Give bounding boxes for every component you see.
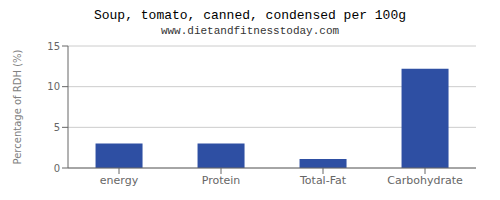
html-text:Soup, tomato, canned, condense: Soup, tomato, canned, condensed per 100g (94, 8, 406, 23)
svg-text:Protein: Protein (202, 174, 241, 187)
svg-text:Percentage of RDH (%): Percentage of RDH (%) (12, 49, 23, 164)
svg-text:energy: energy (100, 174, 139, 187)
svg-text:Total-Fat: Total-Fat (299, 174, 347, 187)
svg-text:Carbohydrate: Carbohydrate (387, 174, 463, 187)
svg-text:10: 10 (47, 81, 60, 92)
svg-text:15: 15 (47, 41, 60, 52)
svg-text:5: 5 (54, 122, 60, 133)
svg-text:0: 0 (54, 163, 60, 174)
html-text:www.dietandfitnesstoday.com: www.dietandfitnesstoday.com (160, 25, 340, 37)
